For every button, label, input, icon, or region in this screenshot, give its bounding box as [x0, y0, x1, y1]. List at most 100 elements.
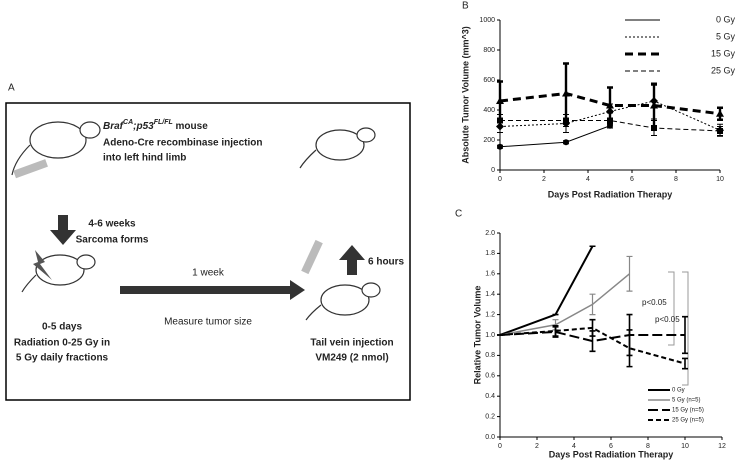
y-tick-label: 1.8: [485, 250, 495, 257]
step-text: Measure tumor size: [164, 317, 252, 328]
x-tick-label: 4: [572, 443, 576, 450]
error-bar: [626, 255, 633, 292]
point: [563, 139, 569, 146]
point: [716, 109, 724, 117]
x-tick-label: 2: [542, 176, 546, 183]
y-tick-label: 0.2: [485, 413, 495, 420]
x-tick-label: 10: [716, 176, 724, 183]
genotype: BrafCA;p53FL/FL mouse: [103, 119, 208, 131]
y-tick-label: 2.0: [485, 230, 495, 237]
allele: CA: [123, 119, 133, 126]
point: [650, 101, 658, 109]
series-line: [499, 273, 630, 336]
step-text: 5 Gy daily fractions: [16, 353, 109, 364]
label: mouse: [173, 121, 208, 132]
legend-label: 15 Gy (n=5): [672, 408, 704, 414]
arrow: [339, 245, 365, 275]
point: [563, 117, 569, 124]
panel-label: A: [8, 83, 15, 94]
step-text: Tail vein injection: [310, 338, 393, 349]
y-tick-label: 1.4: [485, 291, 495, 298]
y-tick-label: 0.0: [485, 434, 495, 441]
legend-label: 0 Gy: [672, 388, 685, 394]
error-bar: [682, 357, 688, 370]
y-axis-label: Relative Tumor Volume: [472, 286, 482, 385]
error-bar: [589, 318, 596, 337]
series-line: [500, 120, 721, 132]
y-tick-label: 400: [483, 107, 495, 114]
panel-a: A BrafCA;p53FL/FL mouse Adeno-Cre recomb…: [5, 83, 411, 401]
step-text: into left hind limb: [103, 153, 186, 164]
step-text: 0-5 days: [42, 322, 82, 333]
error-bar: [682, 315, 688, 355]
arrow: [50, 215, 76, 245]
legend-label: 25 Gy: [711, 65, 736, 75]
step-text: 6 hours: [368, 257, 405, 268]
point: [497, 143, 503, 150]
x-tick-label: 4: [586, 176, 590, 183]
point: [496, 97, 504, 104]
x-tick-label: 6: [630, 176, 634, 183]
point: [562, 89, 570, 97]
point: [606, 101, 614, 109]
y-tick-label: 1000: [479, 17, 495, 24]
x-tick-label: 6: [609, 443, 613, 450]
point: [607, 117, 613, 124]
x-axis-label: Days Post Radiation Therapy: [549, 449, 674, 459]
x-tick-label: 0: [498, 443, 502, 450]
legend-label: 15 Gy: [711, 48, 736, 58]
lightning: [33, 250, 52, 280]
y-tick-label: 1.0: [485, 332, 495, 339]
series-line: [499, 91, 721, 116]
panel-label: B: [462, 1, 469, 12]
y-tick-label: 600: [483, 77, 495, 84]
error-bar: [589, 293, 596, 316]
x-tick-label: 2: [535, 443, 539, 450]
x-tick-label: 10: [681, 443, 689, 450]
frame: [5, 102, 411, 401]
point: [717, 128, 723, 134]
legend-label: 0 Gy: [716, 14, 736, 24]
legend-label: 5 Gy (n=5): [672, 398, 701, 404]
y-axis-label: Absolute Tumor Volume (mm^3): [460, 26, 470, 163]
x-axis-label: Days Post Radiation Therapy: [548, 189, 673, 199]
series-line: [499, 125, 611, 148]
y-tick-label: 800: [483, 47, 495, 54]
y-tick-label: 1.2: [485, 311, 495, 318]
error-bar: [552, 325, 559, 337]
mouse-icons: [11, 121, 381, 321]
x-tick-label: 0: [498, 176, 502, 183]
step-text: VM249 (2 nmol): [315, 353, 388, 364]
x-tick-label: 8: [646, 443, 650, 450]
gene: Braf: [103, 121, 125, 132]
gene: ;p53: [133, 121, 154, 132]
significance-brackets: [668, 271, 689, 386]
y-tick-label: 0.8: [485, 352, 495, 359]
y-tick-label: 1.6: [485, 271, 495, 278]
series-line: [499, 245, 594, 336]
series-line: [499, 100, 721, 131]
step-text: Radiation 0-25 Gy in: [14, 338, 110, 349]
y-tick-label: 200: [483, 137, 495, 144]
x-tick-label: 12: [718, 443, 726, 450]
allele: FL/FL: [154, 119, 173, 126]
legend-label: 25 Gy (n=5): [672, 418, 704, 424]
syringe: [13, 159, 48, 179]
y-tick-label: 0.6: [485, 373, 495, 380]
annotation: p<0.05: [642, 298, 667, 307]
annotation: p<0.05: [655, 315, 680, 324]
y-tick-label: 0: [491, 167, 495, 174]
step-text: 1 week: [192, 268, 225, 279]
point: [651, 125, 657, 131]
y-tick-label: 0.4: [485, 393, 495, 400]
legend-label: 5 Gy: [716, 31, 736, 41]
arrow: [120, 280, 305, 300]
x-tick-label: 8: [674, 176, 678, 183]
syringe: [301, 239, 323, 275]
step-text: Sarcoma forms: [76, 235, 149, 246]
error-bar: [626, 329, 633, 368]
panel-label: C: [455, 209, 462, 220]
step-text: 4-6 weeks: [88, 219, 136, 230]
point: [497, 117, 503, 124]
